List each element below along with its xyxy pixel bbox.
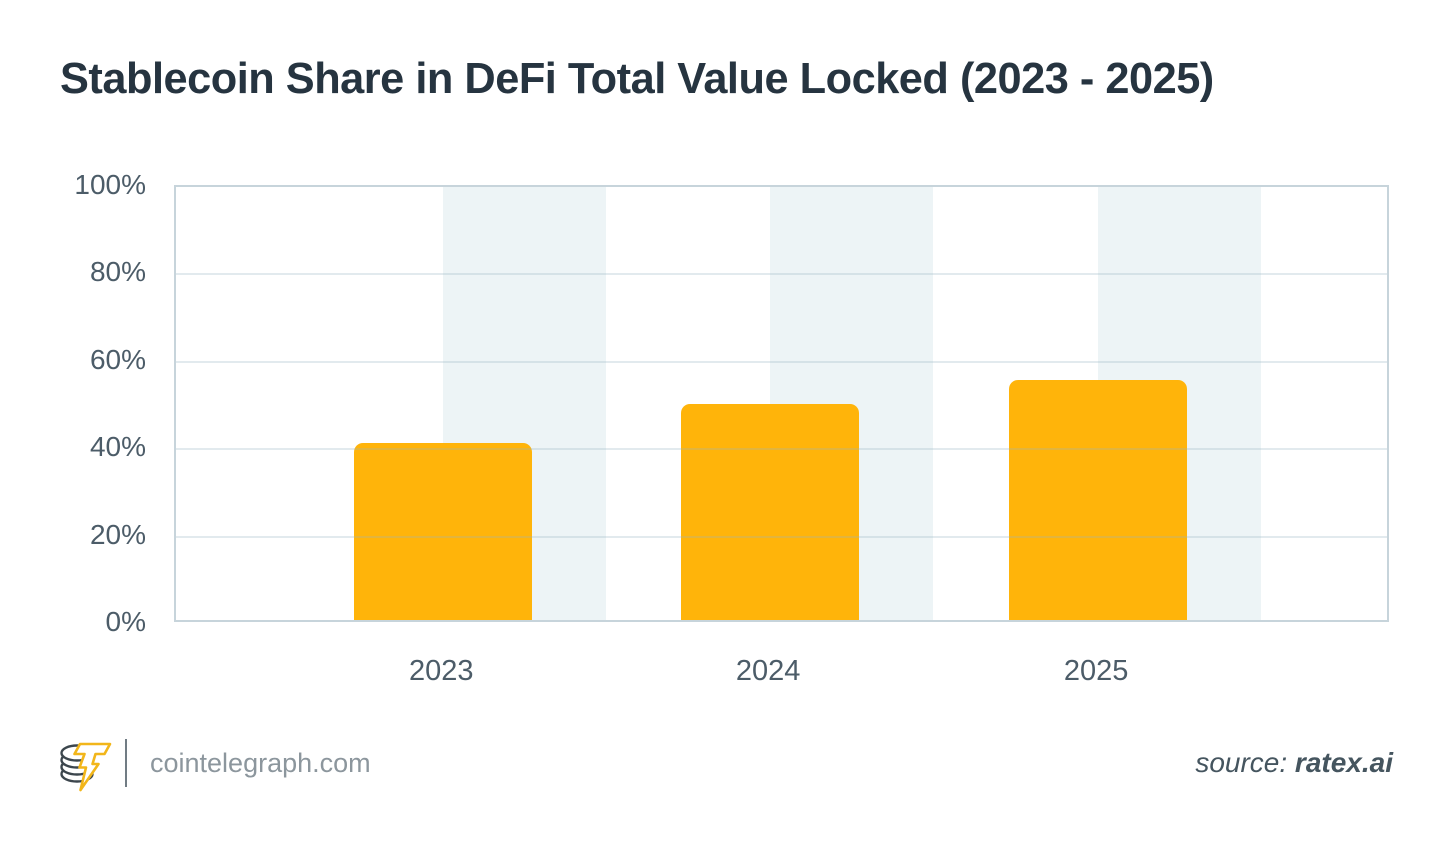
y-tick-label: 20% xyxy=(89,518,146,550)
source-name-label: ratex.ai xyxy=(1294,747,1393,778)
y-tick-label: 40% xyxy=(89,431,146,463)
gridline-60 xyxy=(176,360,1387,363)
chart-title: Stablecoin Share in DeFi Total Value Loc… xyxy=(60,54,1214,103)
bar-2023 xyxy=(354,443,533,620)
source-prefix-label: source: xyxy=(1195,747,1288,778)
y-tick-label: 0% xyxy=(105,606,146,637)
x-tick-label: 2023 xyxy=(409,655,474,687)
gridline-20 xyxy=(176,535,1387,538)
footer-source: source: ratex.ai xyxy=(1195,747,1393,779)
footer-site-label: cointelegraph.com xyxy=(150,748,371,778)
bar-2025 xyxy=(1009,379,1188,620)
y-tick-label: 80% xyxy=(89,256,146,288)
footer-divider xyxy=(125,739,127,787)
lightning-bolt-t-icon xyxy=(73,742,112,792)
y-tick-label: 100% xyxy=(74,169,146,200)
plot-area xyxy=(174,185,1389,622)
gridline-80 xyxy=(176,273,1387,276)
footer: cointelegraph.com source: ratex.ai xyxy=(58,733,1393,793)
x-tick-label: 2025 xyxy=(1063,655,1129,687)
x-tick-label: 2024 xyxy=(735,655,801,687)
y-tick-label: 60% xyxy=(89,343,146,375)
bar-2024 xyxy=(681,403,860,620)
gridline-40 xyxy=(176,448,1387,451)
cointelegraph-logo-icon xyxy=(60,742,112,792)
